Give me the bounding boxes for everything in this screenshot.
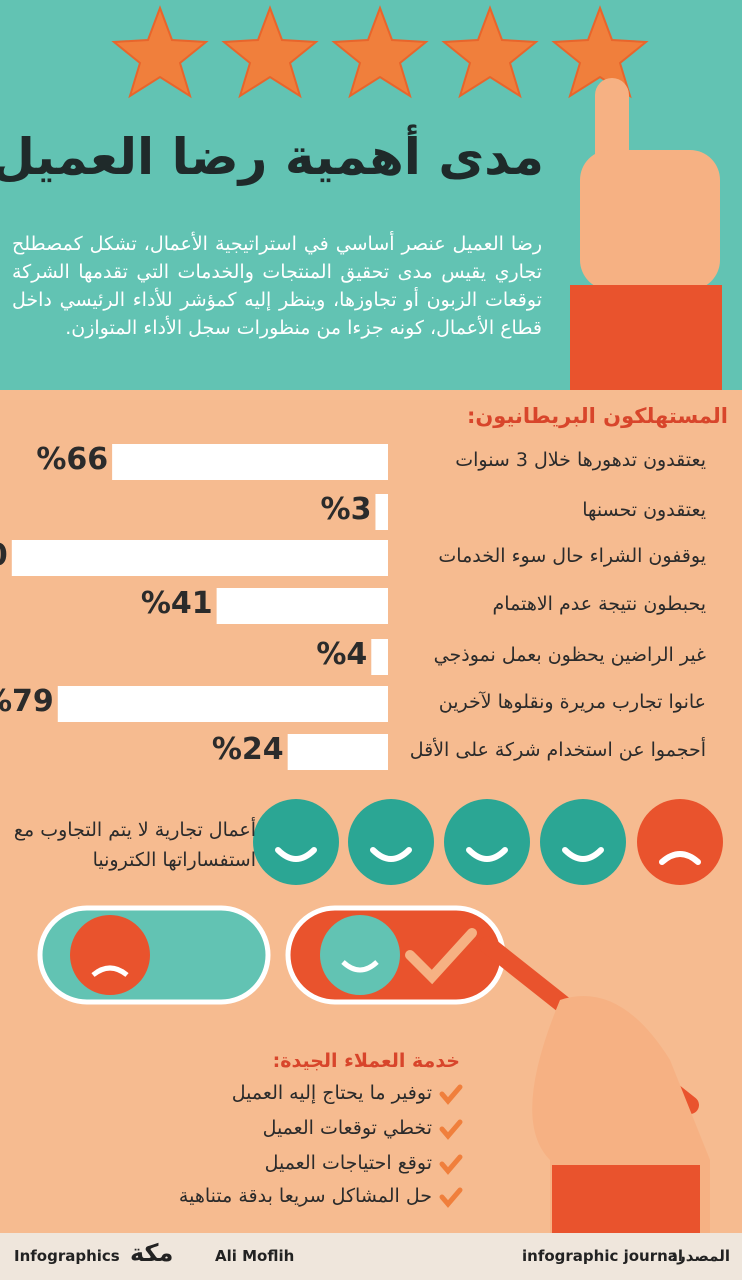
list-item: توفير ما يحتاج إليه العميل (231, 1082, 432, 1104)
category-label: يوقفون الشراء حال سوء الخدمات (438, 545, 706, 567)
stars (111, 5, 649, 99)
checks (439, 1084, 463, 1208)
bar (287, 734, 388, 770)
intro: رضا العميل عنصر أساسي في استراتيجية الأع… (12, 233, 542, 339)
value-label: %3 (320, 492, 372, 527)
list-item: حل المشاكل سريعا بدقة متناهية (178, 1185, 432, 1207)
bar (57, 686, 388, 722)
list-title: خدمة العملاء الجيدة: (272, 1050, 460, 1072)
bar (371, 639, 388, 675)
category-label: غير الراضين يحظون بعمل نموذجي (433, 644, 706, 666)
footer: Infographics مكة Ali Moflih infographic … (0, 1233, 742, 1280)
category-label: يحبطون نتيجة عدم الاهتمام (492, 593, 706, 615)
pointing-hand (570, 78, 722, 390)
value-label: %41 (140, 586, 213, 621)
list-item: تخطي توقعات العميل (262, 1117, 432, 1139)
value-label: %79 (0, 684, 54, 719)
category-label: يعتقدون تحسنها (582, 499, 706, 521)
value-label: %24 (211, 732, 284, 767)
bar (11, 540, 389, 576)
smileys (253, 799, 723, 885)
bar (216, 588, 388, 624)
value-label: %4 (316, 637, 368, 672)
value-label: %66 (36, 442, 109, 477)
smiley-caption: أعمال تجارية لا يتم التجاوب مع استفسارات… (13, 819, 256, 871)
title: مدى أهمية رضا العميل (0, 128, 544, 186)
chart-title: المستهلكون البريطانيون: (466, 404, 728, 428)
footer-brand: Infographics (14, 1247, 120, 1265)
list-item: توقع احتياجات العميل (264, 1152, 432, 1174)
category-label: عانوا تجارب مريرة ونقلوها لآخرين (438, 691, 706, 713)
category-label: يعتقدون تدهورها خلال 3 سنوات (455, 449, 706, 471)
toggles (37, 905, 710, 1240)
footer-logo: مكة (130, 1239, 174, 1267)
bar (112, 444, 389, 480)
value-label: %90 (0, 538, 8, 573)
bar-chart (11, 444, 389, 770)
footer-source-label: المصدر: (671, 1247, 730, 1265)
category-label: أحجموا عن استخدام شركة على الأقل (409, 739, 706, 761)
footer-source: infographic journal (522, 1247, 684, 1265)
bar (375, 494, 388, 530)
footer-author: Ali Moflih (215, 1247, 295, 1265)
